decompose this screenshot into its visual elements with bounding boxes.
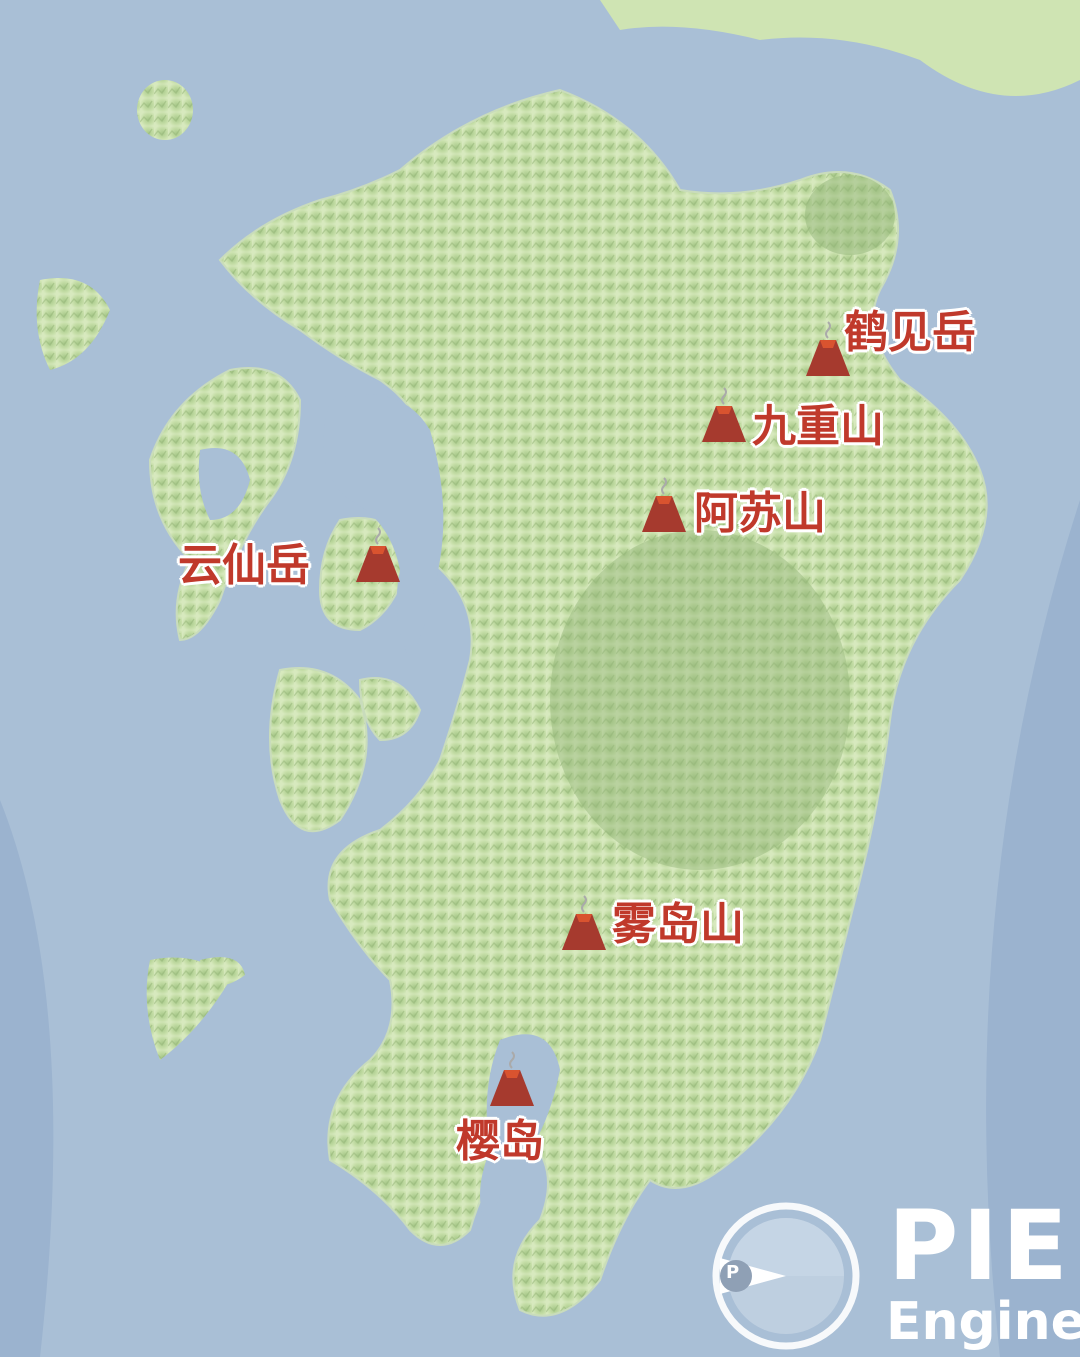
ariake-sea	[323, 394, 444, 660]
volcano-icon[interactable]	[800, 318, 856, 382]
logo-mark: P	[726, 1262, 740, 1283]
koshiki-island	[200, 957, 245, 987]
volcano-icon[interactable]	[350, 524, 406, 588]
volcano-icon[interactable]	[636, 474, 692, 538]
omura-bay	[198, 448, 250, 520]
amakusa-islands	[269, 667, 368, 833]
volcano-label: 云仙岳	[178, 540, 310, 591]
kunisaki-peninsula	[805, 175, 895, 255]
amakusa-east	[358, 677, 422, 742]
volcano-label: 阿苏山	[694, 488, 826, 539]
volcano-icon[interactable]	[696, 384, 752, 448]
logo-subtitle: Engine	[886, 1292, 1080, 1352]
volcano-icon[interactable]	[484, 1048, 540, 1112]
deep-sea-east	[986, 500, 1080, 1357]
volcano-label: 樱岛	[456, 1116, 544, 1167]
volcano-icon[interactable]	[556, 892, 612, 956]
hirado-islands	[36, 278, 110, 370]
volcano-label: 九重山	[752, 401, 884, 452]
volcano-label: 鹤见岳	[844, 307, 976, 358]
kyushu-mountains	[550, 530, 850, 870]
pie-engine-logo	[712, 1202, 860, 1350]
honshu-coast	[600, 0, 1080, 96]
logo-title: PIE	[888, 1190, 1072, 1302]
volcano-label: 雾岛山	[612, 899, 744, 950]
deep-sea	[0, 800, 54, 1357]
iki-island	[137, 80, 193, 140]
